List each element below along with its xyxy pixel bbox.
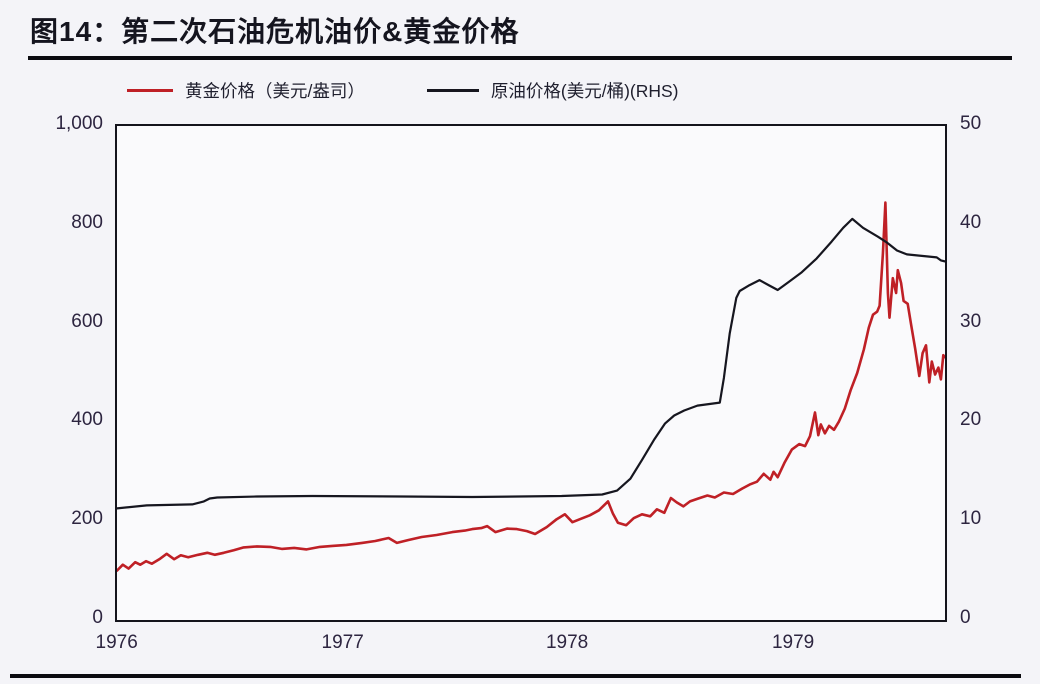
y-left-tick-400: 400 [71,409,103,431]
y-right-tick-50: 50 [960,113,982,134]
x-tick-1979: 1979 [771,632,815,653]
legend-item-gold: 黄金价格（美元/盎司） [127,78,365,103]
oil-price-line [117,217,945,510]
figure-title: 图14：第二次石油危机油价&黄金价格 [30,16,520,47]
y-left-tick-1,000: 1,000 [55,113,103,134]
y-left-tick-0: 0 [92,607,103,628]
oil-line-swatch-icon [426,89,479,92]
gold-price-line [117,201,945,572]
gold-line-swatch-icon [127,89,173,92]
y-right-tick-40: 40 [960,211,982,233]
legend-label-oil: 原油价格(美元/桶)(RHS) [490,81,679,101]
x-tick-1978: 1978 [545,632,589,653]
title-underline [28,56,1012,60]
x-tick-1976: 1976 [95,632,138,653]
chart-canvas [117,201,945,572]
plot-area [115,124,947,622]
y-right-tick-20: 20 [960,409,982,431]
x-tick-1977: 1977 [321,632,364,653]
y-right-tick-0: 0 [960,607,971,628]
y-right-tick-10: 10 [960,508,982,530]
y-left-tick-200: 200 [71,508,103,530]
y-left-tick-600: 600 [71,310,103,332]
bottom-rule [10,674,1021,678]
y-left-tick-800: 800 [71,211,103,233]
chart-legend: 黄金价格（美元/盎司） 原油价格(美元/桶)(RHS) [127,78,679,103]
legend-label-gold: 黄金价格（美元/盎司） [185,81,365,101]
legend-item-oil: 原油价格(美元/桶)(RHS) [426,78,679,103]
y-right-tick-30: 30 [960,310,982,332]
